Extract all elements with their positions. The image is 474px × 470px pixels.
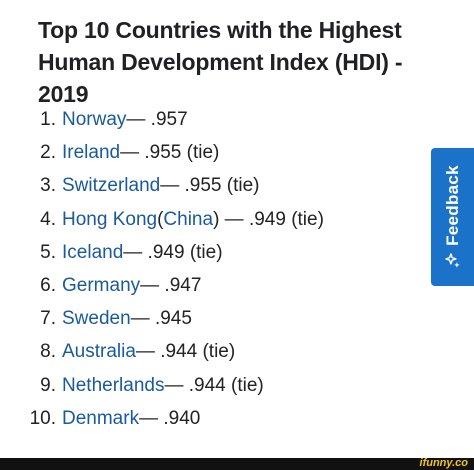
list-item-number: 5. bbox=[40, 241, 56, 263]
list-item-number: 7. bbox=[40, 308, 56, 330]
list-item: 2. Ireland — .955 (tie) bbox=[0, 136, 324, 169]
list-item-number: 8. bbox=[40, 341, 56, 363]
hdi-ranking-list: 1. Norway — .957 2. Ireland — .955 (tie)… bbox=[0, 103, 324, 435]
list-item: 9. Netherlands — .944 (tie) bbox=[0, 369, 324, 402]
feedback-button[interactable]: Feedback bbox=[431, 148, 474, 286]
country-link[interactable]: Denmark bbox=[62, 407, 140, 429]
list-item: 7. Sweden — .945 bbox=[0, 302, 324, 335]
country-link[interactable]: Ireland bbox=[62, 142, 121, 164]
list-item: 1. Norway — .957 bbox=[0, 103, 324, 136]
list-item: 10. Denmark — .940 bbox=[0, 402, 324, 435]
hdi-value: — .955 (tie) bbox=[120, 142, 220, 164]
paren-open: ( bbox=[157, 208, 164, 230]
list-item-number: 6. bbox=[40, 274, 56, 296]
country-link[interactable]: Netherlands bbox=[62, 374, 165, 396]
hdi-value: — .957 bbox=[126, 109, 188, 130]
list-item: 8. Australia — .944 (tie) bbox=[0, 335, 324, 368]
list-item-number: 3. bbox=[40, 175, 56, 197]
watermark: ifunny.co bbox=[419, 457, 468, 469]
list-item: 6. Germany — .947 bbox=[0, 269, 324, 302]
bottom-bar bbox=[0, 458, 474, 470]
hdi-value: — .944 (tie) bbox=[164, 374, 264, 396]
list-item-number: 10. bbox=[29, 407, 56, 429]
list-item: 5. Iceland — .949 (tie) bbox=[0, 236, 324, 269]
list-item-number: 4. bbox=[40, 208, 56, 230]
page-title: Top 10 Countries with the Highest Human … bbox=[38, 17, 403, 107]
hdi-value: — .949 (tie) bbox=[123, 241, 223, 263]
country-link[interactable]: Germany bbox=[62, 274, 141, 296]
list-item-number: 1. bbox=[40, 109, 56, 130]
country-link[interactable]: Hong Kong bbox=[62, 208, 158, 230]
country-link[interactable]: Switzerland bbox=[62, 175, 161, 197]
country-link[interactable]: Australia bbox=[62, 341, 136, 363]
hdi-value: — .947 bbox=[140, 274, 202, 296]
list-item: 3. Switzerland — .955 (tie) bbox=[0, 169, 324, 202]
country-link[interactable]: Norway bbox=[62, 109, 127, 130]
hdi-value: — .945 bbox=[130, 308, 192, 330]
list-item: 4. Hong Kong ( China ) — .949 (tie) bbox=[0, 203, 324, 236]
hdi-value: ) — .949 (tie) bbox=[213, 208, 324, 230]
country-link[interactable]: Iceland bbox=[62, 241, 124, 263]
hdi-value: — .940 bbox=[139, 407, 201, 429]
list-item-number: 2. bbox=[40, 142, 56, 164]
star-sparkle-icon bbox=[444, 253, 461, 269]
list-item-number: 9. bbox=[40, 374, 56, 396]
country-link[interactable]: Sweden bbox=[62, 308, 131, 330]
feedback-label: Feedback bbox=[442, 165, 462, 246]
hdi-value: — .955 (tie) bbox=[160, 175, 260, 197]
hdi-value: — .944 (tie) bbox=[135, 341, 236, 363]
country-link[interactable]: China bbox=[163, 208, 214, 230]
